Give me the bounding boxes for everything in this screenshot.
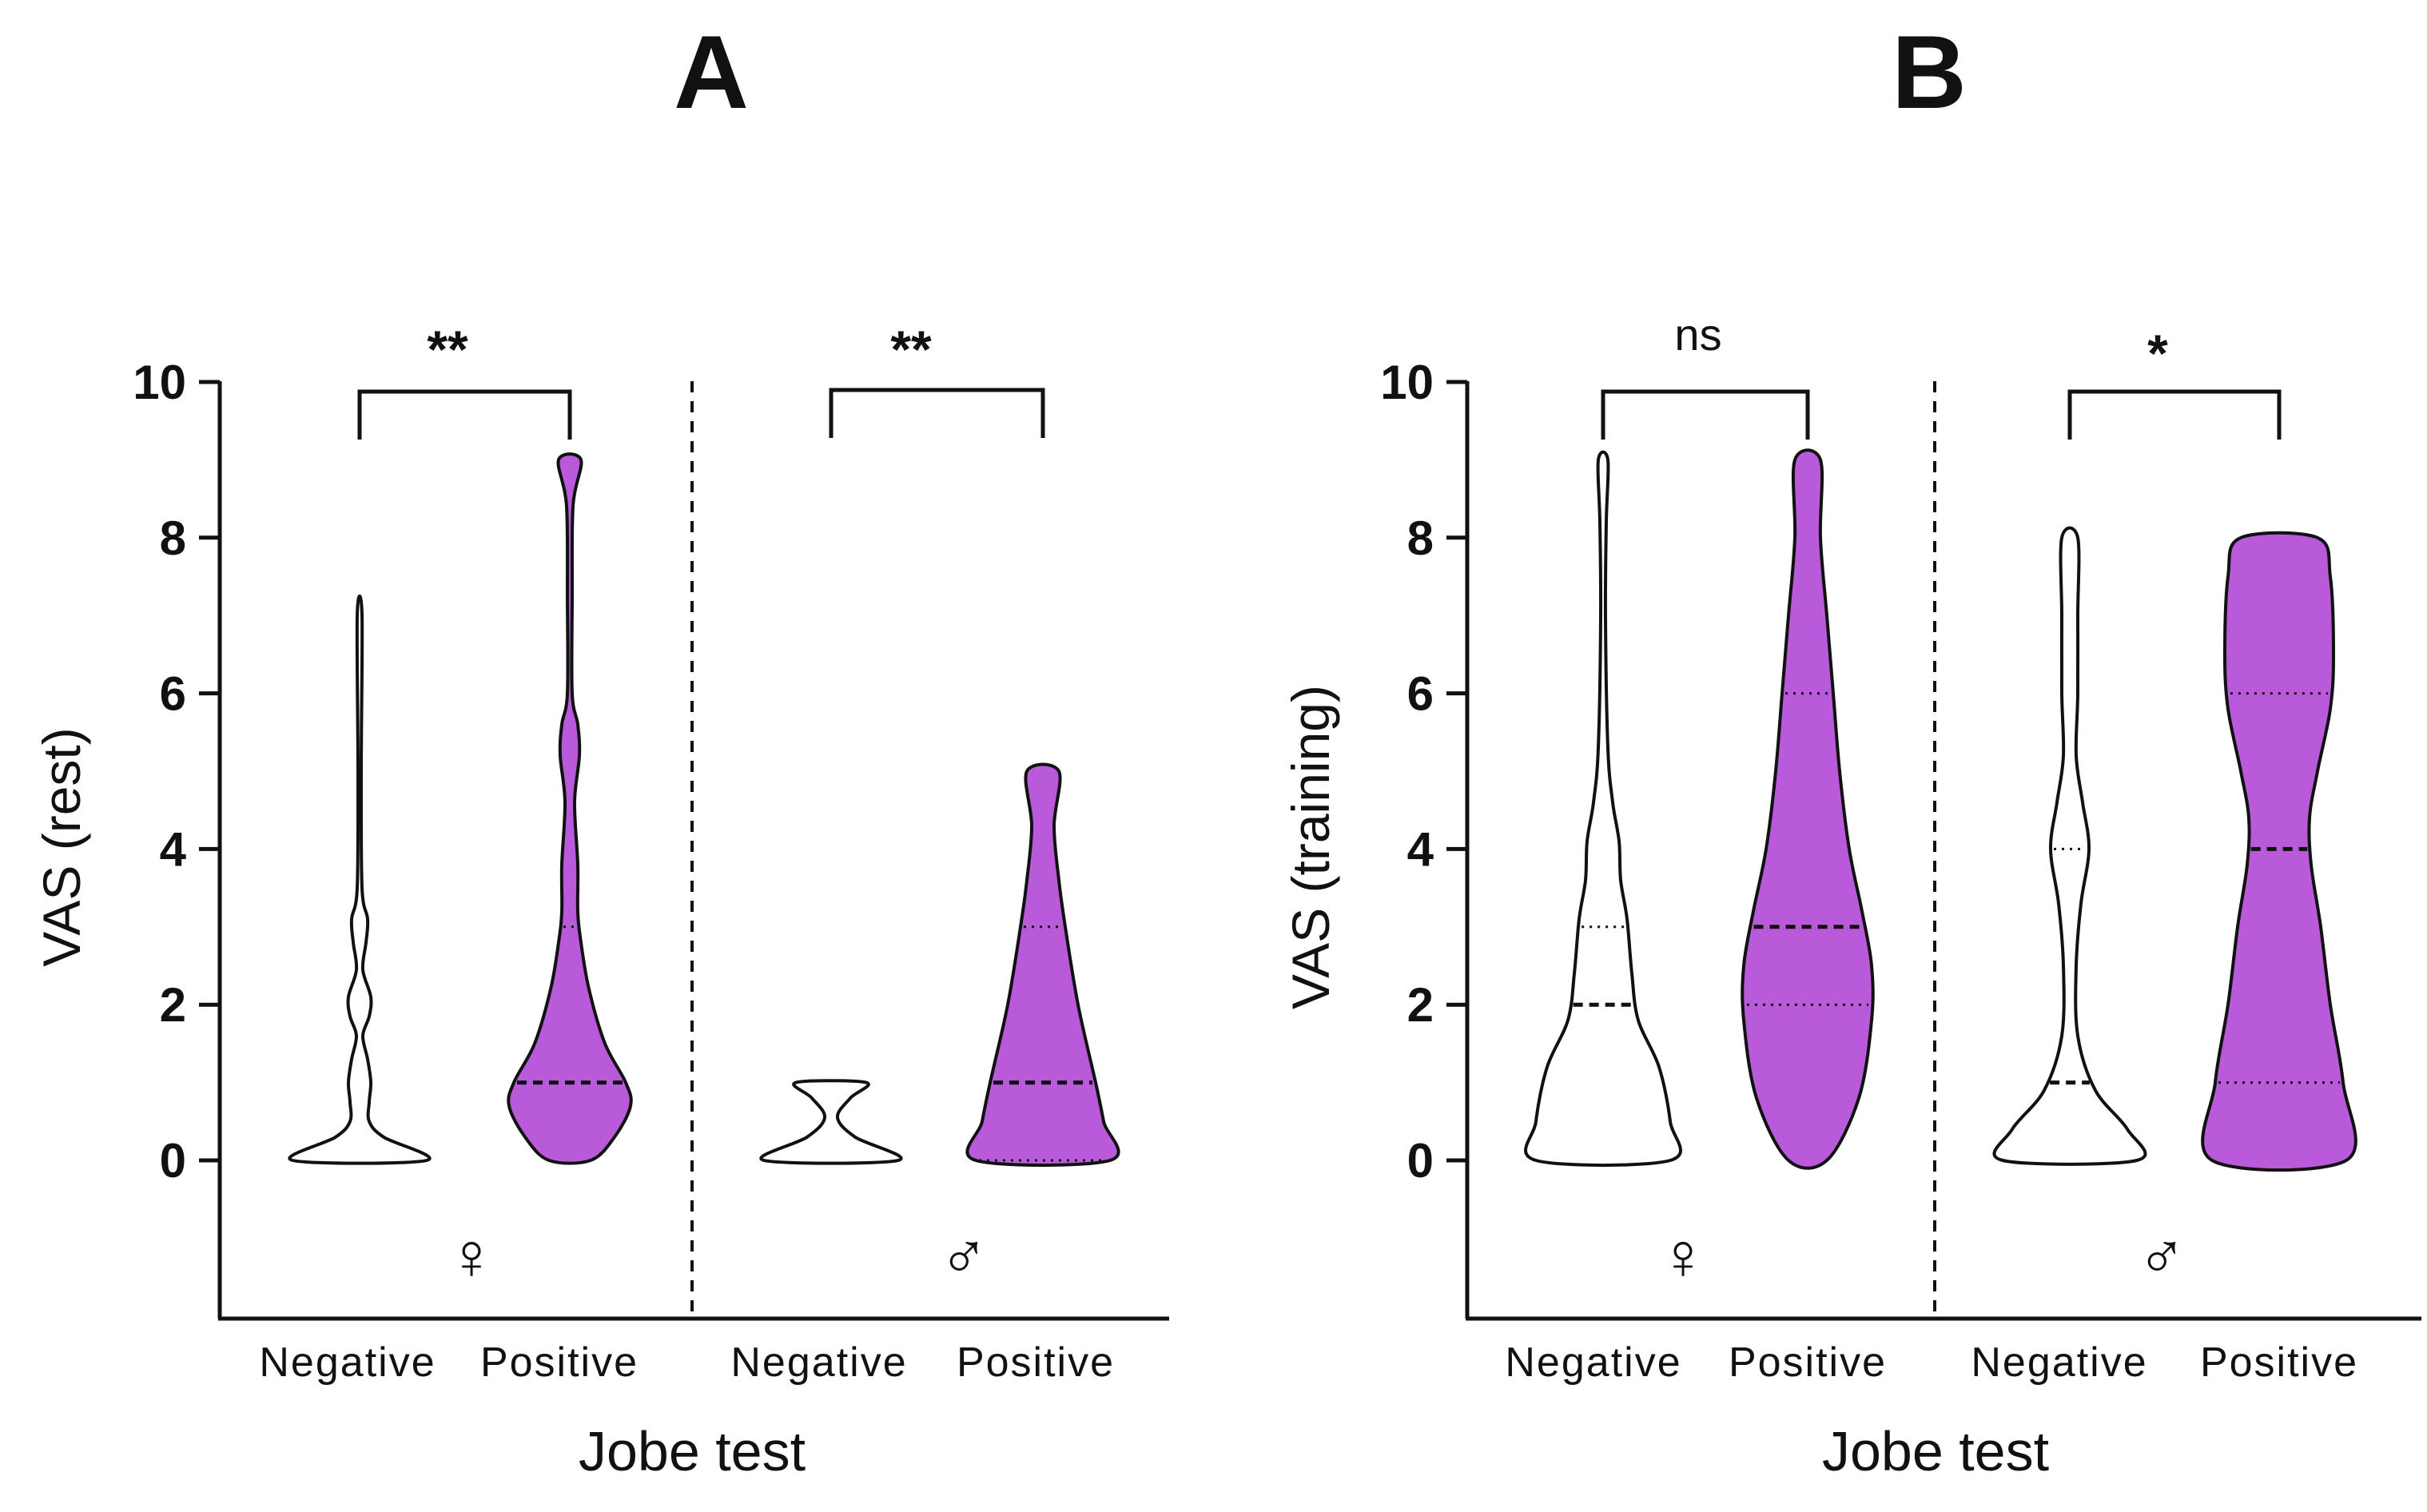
significance-bracket bbox=[2067, 389, 2282, 440]
panel-a-male-symbol: ♂ bbox=[939, 1220, 989, 1293]
violin-positive bbox=[2201, 531, 2357, 1172]
significance-bracket bbox=[357, 389, 572, 440]
y-tick-label: 8 bbox=[1407, 511, 1434, 565]
violin-negative bbox=[759, 1079, 903, 1165]
panel-b-cat-positive-male: Positive bbox=[2200, 1339, 2358, 1386]
panel-b-x-label: Jobe test bbox=[1822, 1420, 2049, 1482]
y-tick-label: 0 bbox=[160, 1134, 186, 1188]
panel-b-cat-positive-female: Positive bbox=[1729, 1339, 1887, 1386]
panel-b-cat-negative-male: Negative bbox=[1971, 1339, 2147, 1386]
y-tick-label: 4 bbox=[1407, 822, 1434, 876]
panel-a-brackets bbox=[357, 388, 1045, 440]
panel-a-sig-female: ** bbox=[427, 320, 468, 379]
panel-b-y-label: VAS (training) bbox=[1281, 685, 1340, 1009]
panel-b-brackets bbox=[1601, 389, 2282, 440]
panel-b-cat-negative-female: Negative bbox=[1505, 1339, 1681, 1386]
panel-b-letter: B bbox=[1892, 14, 1967, 130]
y-tick-label: 2 bbox=[160, 978, 186, 1032]
panel-b-y-ticks: 0 2 4 6 8 10 bbox=[1380, 356, 1467, 1188]
violin-positive bbox=[1741, 448, 1875, 1170]
y-tick-label: 8 bbox=[160, 511, 186, 565]
panel-a-y-ticks: 0 2 4 6 8 10 bbox=[133, 356, 220, 1188]
panel-a-cat-negative-female: Negative bbox=[259, 1339, 436, 1386]
violin-negative bbox=[1992, 526, 2147, 1166]
panel-a-female-symbol: ♀ bbox=[447, 1220, 496, 1293]
y-tick-label: 6 bbox=[160, 667, 186, 721]
panel-a-cat-positive-female: Positive bbox=[480, 1339, 639, 1386]
panel-b-female-symbol: ♀ bbox=[1658, 1220, 1708, 1293]
panel-b-violins bbox=[1524, 448, 2357, 1172]
significance-bracket bbox=[1601, 389, 1810, 440]
violin-negative bbox=[288, 595, 432, 1165]
y-tick-label: 2 bbox=[1407, 978, 1434, 1032]
panel-b-sig-male: * bbox=[2147, 324, 2168, 383]
y-tick-label: 0 bbox=[1407, 1134, 1434, 1188]
panel-a-y-label: VAS (rest) bbox=[32, 727, 91, 966]
y-tick-label: 6 bbox=[1407, 667, 1434, 721]
panel-b-male-symbol: ♂ bbox=[2137, 1220, 2186, 1293]
y-tick-label: 10 bbox=[133, 356, 186, 409]
panel-a-violins bbox=[288, 452, 1120, 1168]
violin-positive bbox=[507, 452, 633, 1165]
violin-positive bbox=[965, 762, 1120, 1168]
panel-a-cat-negative-male: Negative bbox=[730, 1339, 907, 1386]
panel-a: 0 2 4 6 8 10 VAS (rest) Jobe test ** ** ♀ ♂ N… bbox=[32, 320, 1169, 1482]
y-tick-label: 4 bbox=[160, 822, 187, 876]
panel-a-sig-male: ** bbox=[890, 320, 932, 379]
significance-bracket bbox=[829, 388, 1045, 438]
panel-a-letter: A bbox=[674, 14, 749, 130]
violin-negative bbox=[1524, 450, 1682, 1168]
panel-b-sig-female: ns bbox=[1674, 309, 1721, 360]
y-tick-label: 10 bbox=[1380, 356, 1434, 409]
panel-a-x-label: Jobe test bbox=[579, 1420, 806, 1482]
panel-a-cat-positive-male: Positive bbox=[957, 1339, 1115, 1386]
